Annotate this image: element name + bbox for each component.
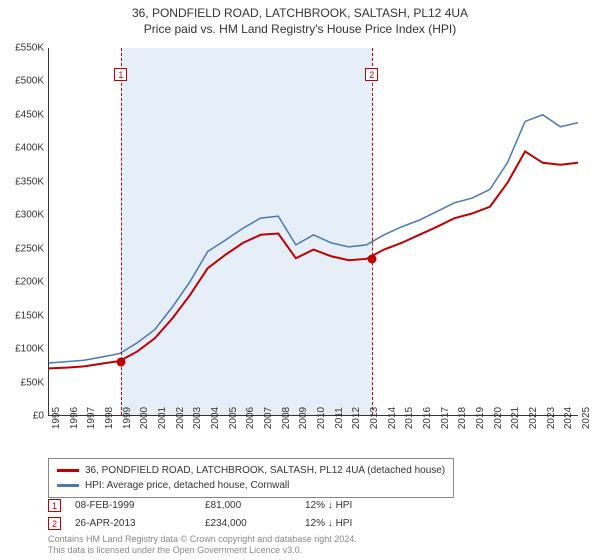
x-tick-label: 2011	[334, 407, 345, 429]
footer-line: This data is licensed under the Open Gov…	[48, 545, 357, 556]
x-tick-label: 2018	[457, 407, 468, 429]
x-tick-label: 2022	[528, 407, 539, 429]
y-tick-label: £350K	[15, 176, 44, 187]
x-tick-label: 1997	[86, 407, 97, 429]
x-tick-label: 2012	[351, 407, 362, 429]
series-line-hpi	[49, 115, 578, 363]
sale-marker-box: 1	[114, 68, 127, 81]
table-row: 1 08-FEB-1999 £81,000 12% ↓ HPI	[48, 496, 385, 514]
x-tick-label: 1995	[51, 407, 62, 429]
legend-entry: HPI: Average price, detached house, Corn…	[57, 478, 445, 493]
sale-price: £234,000	[205, 518, 305, 529]
y-axis: £0£50K£100K£150K£200K£250K£300K£350K£400…	[4, 48, 46, 416]
y-tick-label: £200K	[15, 277, 44, 288]
marker-id-box: 1	[48, 499, 61, 512]
x-tick-label: 2013	[369, 407, 380, 429]
y-tick-label: £250K	[15, 243, 44, 254]
x-tick-label: 2017	[440, 407, 451, 429]
x-tick-label: 2002	[175, 407, 186, 429]
chart-title-address: 36, PONDFIELD ROAD, LATCHBROOK, SALTASH,…	[0, 6, 600, 20]
x-axis: 1995199619971998199920002001200220032004…	[48, 416, 578, 458]
x-tick-label: 2003	[192, 407, 203, 429]
sale-vs-hpi: 12% ↓ HPI	[305, 500, 385, 511]
footer-line: Contains HM Land Registry data © Crown c…	[48, 534, 357, 545]
footer-attribution: Contains HM Land Registry data © Crown c…	[48, 534, 357, 557]
legend-label: HPI: Average price, detached house, Corn…	[85, 480, 289, 491]
y-tick-label: £150K	[15, 310, 44, 321]
x-tick-label: 2019	[475, 407, 486, 429]
x-tick-label: 1999	[122, 407, 133, 429]
marker-id-box: 2	[48, 517, 61, 530]
sale-vs-hpi: 12% ↓ HPI	[305, 518, 385, 529]
sale-date: 08-FEB-1999	[75, 500, 205, 511]
x-tick-label: 2001	[157, 407, 168, 429]
plot-area: 12	[48, 48, 578, 416]
sale-point-dot	[368, 255, 377, 264]
y-tick-label: £300K	[15, 210, 44, 221]
sale-date: 26-APR-2013	[75, 518, 205, 529]
legend-box: 36, PONDFIELD ROAD, LATCHBROOK, SALTASH,…	[48, 458, 454, 498]
y-tick-label: £500K	[15, 76, 44, 87]
x-tick-label: 2008	[281, 407, 292, 429]
line-series-svg	[49, 48, 578, 415]
chart-container: 36, PONDFIELD ROAD, LATCHBROOK, SALTASH,…	[0, 0, 600, 560]
x-tick-label: 1996	[69, 407, 80, 429]
y-tick-label: £0	[33, 411, 44, 422]
y-tick-label: £100K	[15, 344, 44, 355]
x-tick-label: 2023	[546, 407, 557, 429]
chart-title-subtitle: Price paid vs. HM Land Registry's House …	[0, 22, 600, 36]
x-tick-label: 2021	[510, 407, 521, 429]
table-row: 2 26-APR-2013 £234,000 12% ↓ HPI	[48, 514, 385, 532]
x-tick-label: 1998	[104, 407, 115, 429]
series-line-price_paid	[49, 151, 578, 368]
x-tick-label: 2015	[404, 407, 415, 429]
sale-marker-box: 2	[365, 68, 378, 81]
x-tick-label: 2007	[263, 407, 274, 429]
x-tick-label: 2020	[493, 407, 504, 429]
x-tick-label: 2006	[245, 407, 256, 429]
sale-point-dot	[117, 357, 126, 366]
sale-price: £81,000	[205, 500, 305, 511]
legend-swatch	[57, 469, 79, 472]
x-tick-label: 2024	[563, 407, 574, 429]
legend-swatch	[57, 484, 79, 487]
sales-table: 1 08-FEB-1999 £81,000 12% ↓ HPI 2 26-APR…	[48, 496, 385, 532]
x-tick-label: 2004	[210, 407, 221, 429]
y-tick-label: £550K	[15, 43, 44, 54]
y-tick-label: £450K	[15, 109, 44, 120]
x-tick-label: 2000	[139, 407, 150, 429]
x-tick-label: 2016	[422, 407, 433, 429]
legend-label: 36, PONDFIELD ROAD, LATCHBROOK, SALTASH,…	[85, 465, 445, 476]
x-tick-label: 2005	[228, 407, 239, 429]
y-tick-label: £400K	[15, 143, 44, 154]
title-block: 36, PONDFIELD ROAD, LATCHBROOK, SALTASH,…	[0, 0, 600, 38]
x-tick-label: 2025	[581, 407, 592, 429]
y-tick-label: £50K	[21, 377, 44, 388]
x-tick-label: 2010	[316, 407, 327, 429]
plot-region: 12	[49, 48, 578, 415]
sale-marker-line	[372, 48, 373, 415]
x-tick-label: 2009	[298, 407, 309, 429]
x-tick-label: 2014	[387, 407, 398, 429]
legend-entry: 36, PONDFIELD ROAD, LATCHBROOK, SALTASH,…	[57, 463, 445, 478]
